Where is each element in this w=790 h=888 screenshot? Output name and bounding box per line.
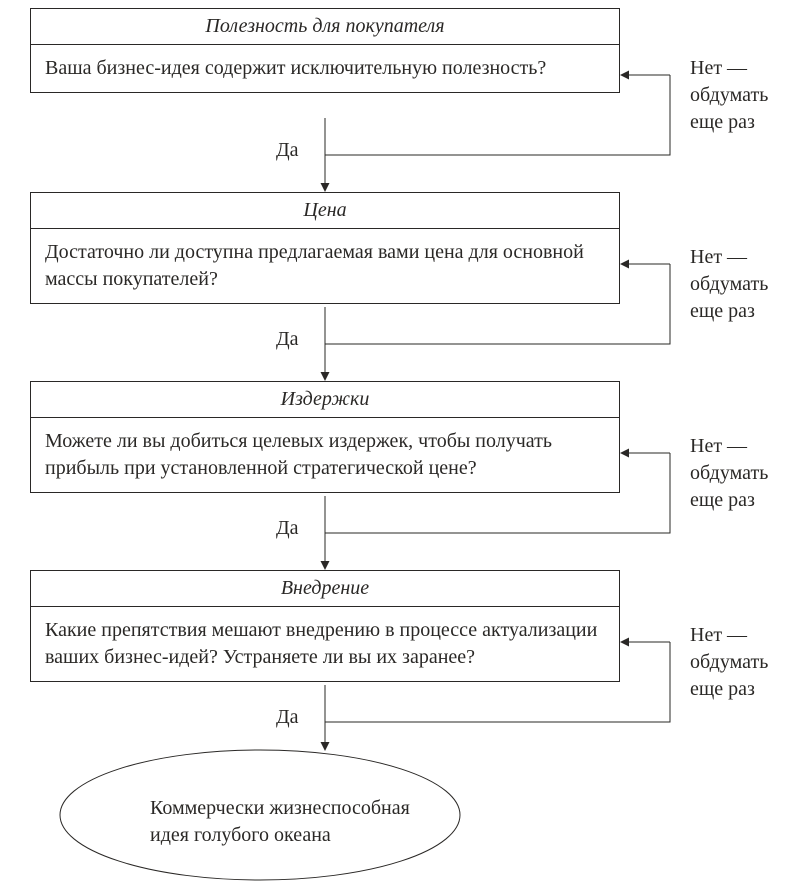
no-label-1: Нет — обдумать еще раз (690, 55, 790, 136)
stage-price: Цена Достаточно ли доступна предлагаемая… (30, 192, 620, 304)
yes-label-4: Да (276, 706, 299, 729)
stage-cost-title: Издержки (31, 382, 619, 418)
yes-label-3: Да (276, 517, 299, 540)
stage-adoption-body: Какие препятствия мешают внедрению в про… (31, 607, 619, 681)
stage-price-body: Достаточно ли доступна предлагаемая вами… (31, 229, 619, 303)
stage-utility-title: Полезность для покупателя (31, 9, 619, 45)
stage-utility-body: Ваша бизнес-идея содержит исключительную… (31, 45, 619, 92)
final-ellipse-text: Коммерчески жизнеспособная идея голубого… (150, 795, 410, 849)
stage-adoption-title: Внедрение (31, 571, 619, 607)
stage-adoption: Внедрение Какие препятствия мешают внедр… (30, 570, 620, 682)
yes-label-2: Да (276, 328, 299, 351)
stage-price-title: Цена (31, 193, 619, 229)
yes-label-1: Да (276, 139, 299, 162)
no-label-3: Нет — обдумать еще раз (690, 433, 790, 514)
stage-utility: Полезность для покупателя Ваша бизнес-ид… (30, 8, 620, 93)
stage-cost-body: Можете ли вы добиться целевых издержек, … (31, 418, 619, 492)
no-label-4: Нет — обдумать еще раз (690, 622, 790, 703)
stage-cost: Издержки Можете ли вы добиться целевых и… (30, 381, 620, 493)
no-label-2: Нет — обдумать еще раз (690, 244, 790, 325)
